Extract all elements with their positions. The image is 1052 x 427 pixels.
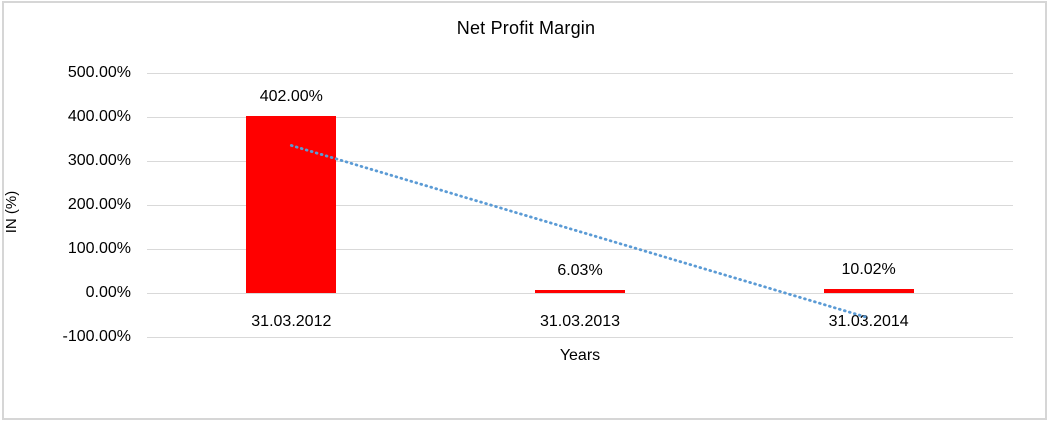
bar-data-label: 402.00%: [259, 88, 323, 106]
gridline: [147, 337, 1013, 338]
x-category-label: 31.03.2013: [539, 313, 621, 330]
y-tick-label: -100.00%: [62, 328, 132, 345]
x-axis-title: Years: [559, 347, 601, 364]
y-tick-label: 500.00%: [67, 64, 131, 81]
gridline: [147, 117, 1013, 118]
x-category-label: 31.03.2014: [828, 313, 909, 330]
bar: [246, 116, 337, 293]
bar: [535, 290, 625, 293]
y-tick-label: 400.00%: [67, 108, 131, 125]
y-tick-label: 300.00%: [67, 152, 131, 169]
y-tick-label: 0.00%: [85, 284, 131, 301]
bar-data-label: 10.02%: [841, 260, 896, 278]
gridline: [147, 293, 1013, 294]
x-category-label: 31.03.2012: [251, 313, 332, 330]
bar: [823, 288, 914, 293]
gridline: [147, 73, 1013, 74]
bar-data-label: 6.03%: [557, 262, 603, 280]
chart-title: Net Profit Margin: [456, 18, 596, 38]
y-tick-label: 200.00%: [67, 196, 131, 213]
y-tick-label: 100.00%: [67, 240, 131, 257]
